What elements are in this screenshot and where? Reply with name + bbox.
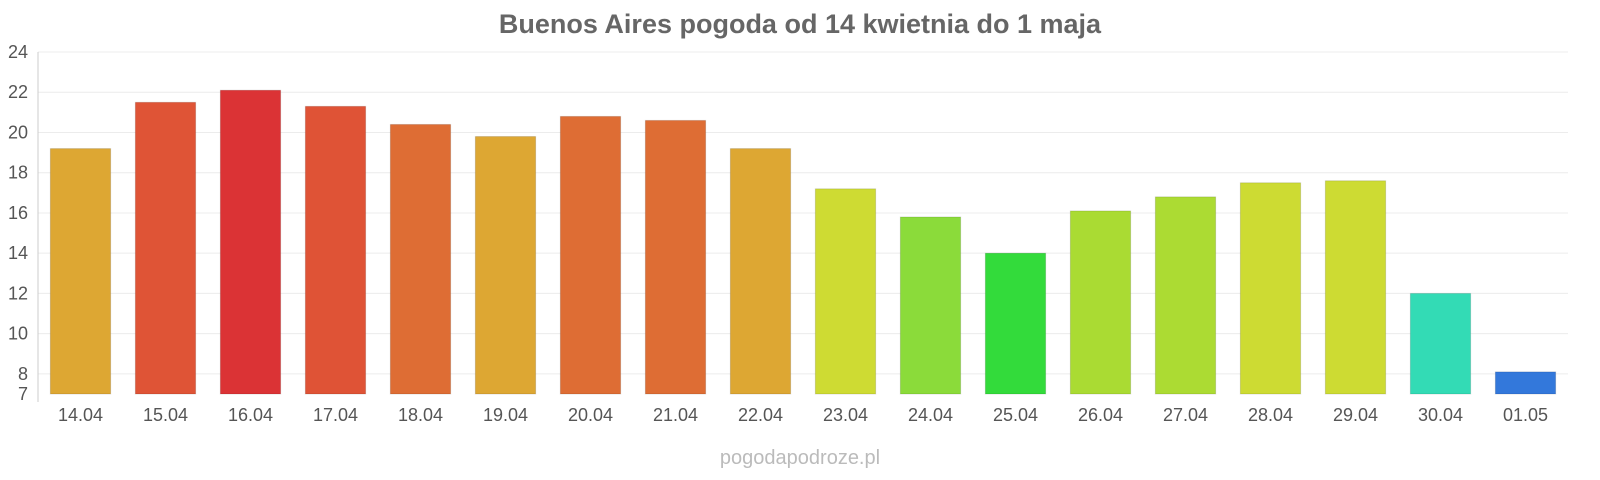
x-tick-label: 21.04 <box>653 405 698 425</box>
bar-01.05[interactable] <box>1494 371 1557 395</box>
x-axis-ticks: 14.04 15.04 16.04 17.04 18.04 19.04 20.04 21.04… <box>58 405 1548 425</box>
y-tick-label: 10 <box>8 324 28 344</box>
chart-title: Buenos Aires pogoda od 14 kwietnia do 1 … <box>499 9 1102 39</box>
y-tick-label: 16 <box>8 203 28 223</box>
bar-28.04[interactable] <box>1239 182 1302 395</box>
x-tick-label: 14.04 <box>58 405 103 425</box>
bar-17.04[interactable] <box>304 105 367 395</box>
x-tick-label: 18.04 <box>398 405 443 425</box>
grid-lines <box>38 51 1568 375</box>
bar-26.04[interactable] <box>1069 210 1132 395</box>
x-tick-label: 22.04 <box>738 405 783 425</box>
x-tick-label: 26.04 <box>1078 405 1123 425</box>
y-tick-label: 12 <box>8 283 28 303</box>
x-tick-label: 20.04 <box>568 405 613 425</box>
x-tick-label: 16.04 <box>228 405 273 425</box>
x-tick-label: 17.04 <box>313 405 358 425</box>
y-axis-ticks: 78 10 12 14 16 18 20 22 24 <box>8 42 28 404</box>
x-tick-label: 27.04 <box>1163 405 1208 425</box>
y-tick-label: 8 <box>18 364 28 384</box>
y-tick-label: 24 <box>8 42 28 62</box>
x-tick-label: 25.04 <box>993 405 1038 425</box>
x-tick-label: 19.04 <box>483 405 528 425</box>
bar-25.04[interactable] <box>984 252 1047 395</box>
bar-30.04[interactable] <box>1409 292 1472 395</box>
x-tick-label: 28.04 <box>1248 405 1293 425</box>
x-tick-label: 01.05 <box>1503 405 1548 425</box>
x-tick-label: 23.04 <box>823 405 868 425</box>
y-tick-label: 20 <box>8 122 28 142</box>
bar-18.04[interactable] <box>389 123 452 395</box>
y-tick-label: 14 <box>8 243 28 263</box>
y-tick-label: 7 <box>18 384 28 404</box>
y-tick-label: 22 <box>8 82 28 102</box>
bar-21.04[interactable] <box>644 119 707 395</box>
x-tick-label: 24.04 <box>908 405 953 425</box>
bar-16.04[interactable] <box>219 89 282 395</box>
bar-27.04[interactable] <box>1154 196 1217 395</box>
watermark-text: pogodapodroze.pl <box>720 447 880 469</box>
bar-14.04[interactable] <box>49 148 112 395</box>
bars <box>49 89 1557 395</box>
bar-15.04[interactable] <box>134 101 197 395</box>
x-tick-label: 30.04 <box>1418 405 1463 425</box>
bar-29.04[interactable] <box>1324 180 1387 395</box>
bar-20.04[interactable] <box>559 115 622 395</box>
bar-24.04[interactable] <box>899 216 962 395</box>
bar-22.04[interactable] <box>729 148 792 395</box>
x-tick-label: 15.04 <box>143 405 188 425</box>
bar-19.04[interactable] <box>474 135 537 395</box>
bar-23.04[interactable] <box>814 188 877 395</box>
x-tick-label: 29.04 <box>1333 405 1378 425</box>
y-tick-label: 18 <box>8 163 28 183</box>
